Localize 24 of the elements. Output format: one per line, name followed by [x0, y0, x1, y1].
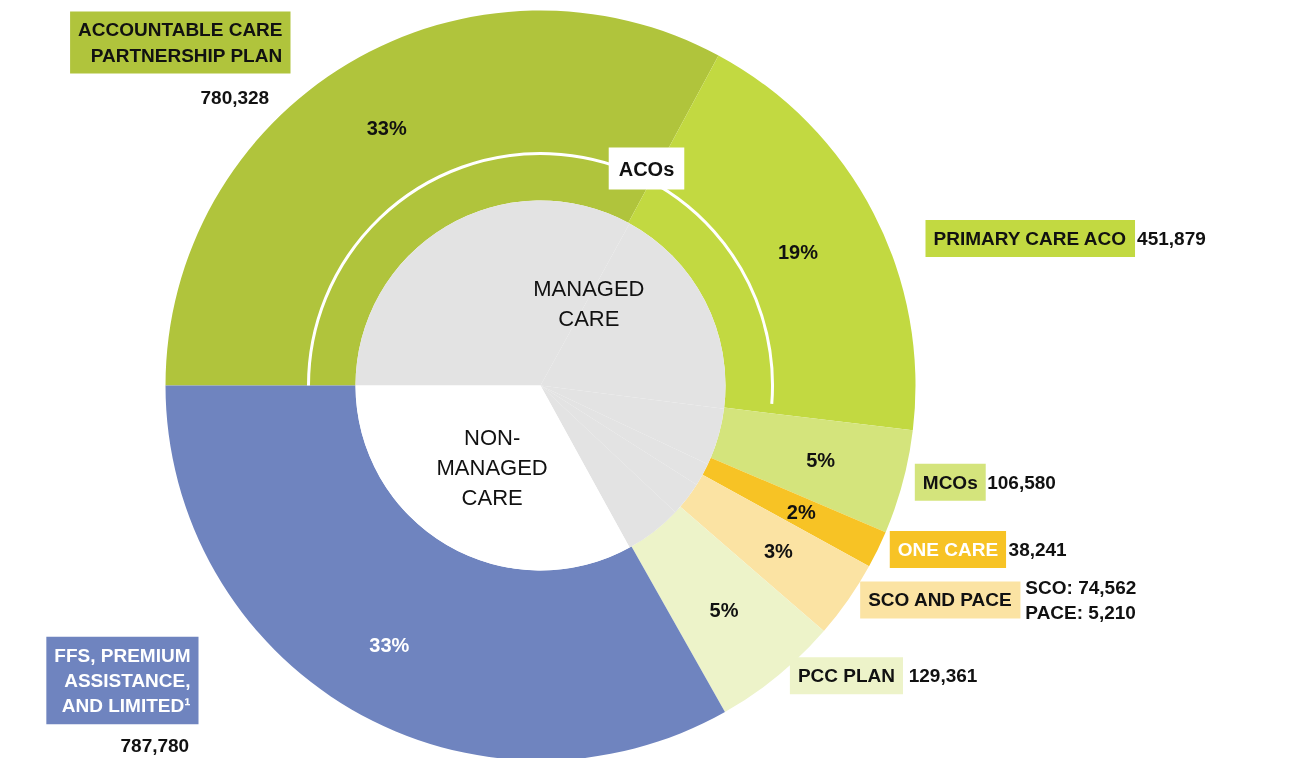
data-label: 451,879 — [1137, 228, 1206, 249]
text: 5% — [806, 449, 836, 472]
text: 33% — [366, 116, 407, 139]
text: NON-MANAGED CARE — [436, 424, 548, 510]
text: MANAGED CARE — [533, 276, 645, 332]
slice-label: ACCOUNTABLE CARE PARTNERSHIP PLAN — [78, 19, 283, 66]
data-label: 787,780 — [120, 735, 190, 756]
text: 5% — [709, 599, 739, 621]
slice-label: MCOs — [922, 471, 978, 493]
data-label: 129,361 — [908, 665, 978, 687]
text: ACOs — [618, 157, 675, 180]
slice-label: SCO AND PACE — [868, 589, 1012, 611]
data-label: 106,580 — [987, 471, 1056, 493]
slice-label: PCC PLAN — [797, 665, 895, 687]
text: 3% — [763, 540, 794, 563]
slice-label: ONE CARE — [897, 538, 999, 560]
text: 33% — [369, 633, 410, 656]
text: 19% — [777, 241, 819, 264]
slice-label: PRIMARY CARE ACO — [933, 228, 1126, 249]
slice-label: FFS, PREMIUM ASSISTANCE, AND LIMITED¹ — [54, 644, 191, 717]
text: 2% — [786, 501, 816, 524]
data-label: 780,328 — [200, 87, 270, 108]
data-label: 38,241 — [1008, 538, 1068, 560]
data-label: SCO: 74,562 PACE: 5,210 — [1025, 576, 1137, 623]
